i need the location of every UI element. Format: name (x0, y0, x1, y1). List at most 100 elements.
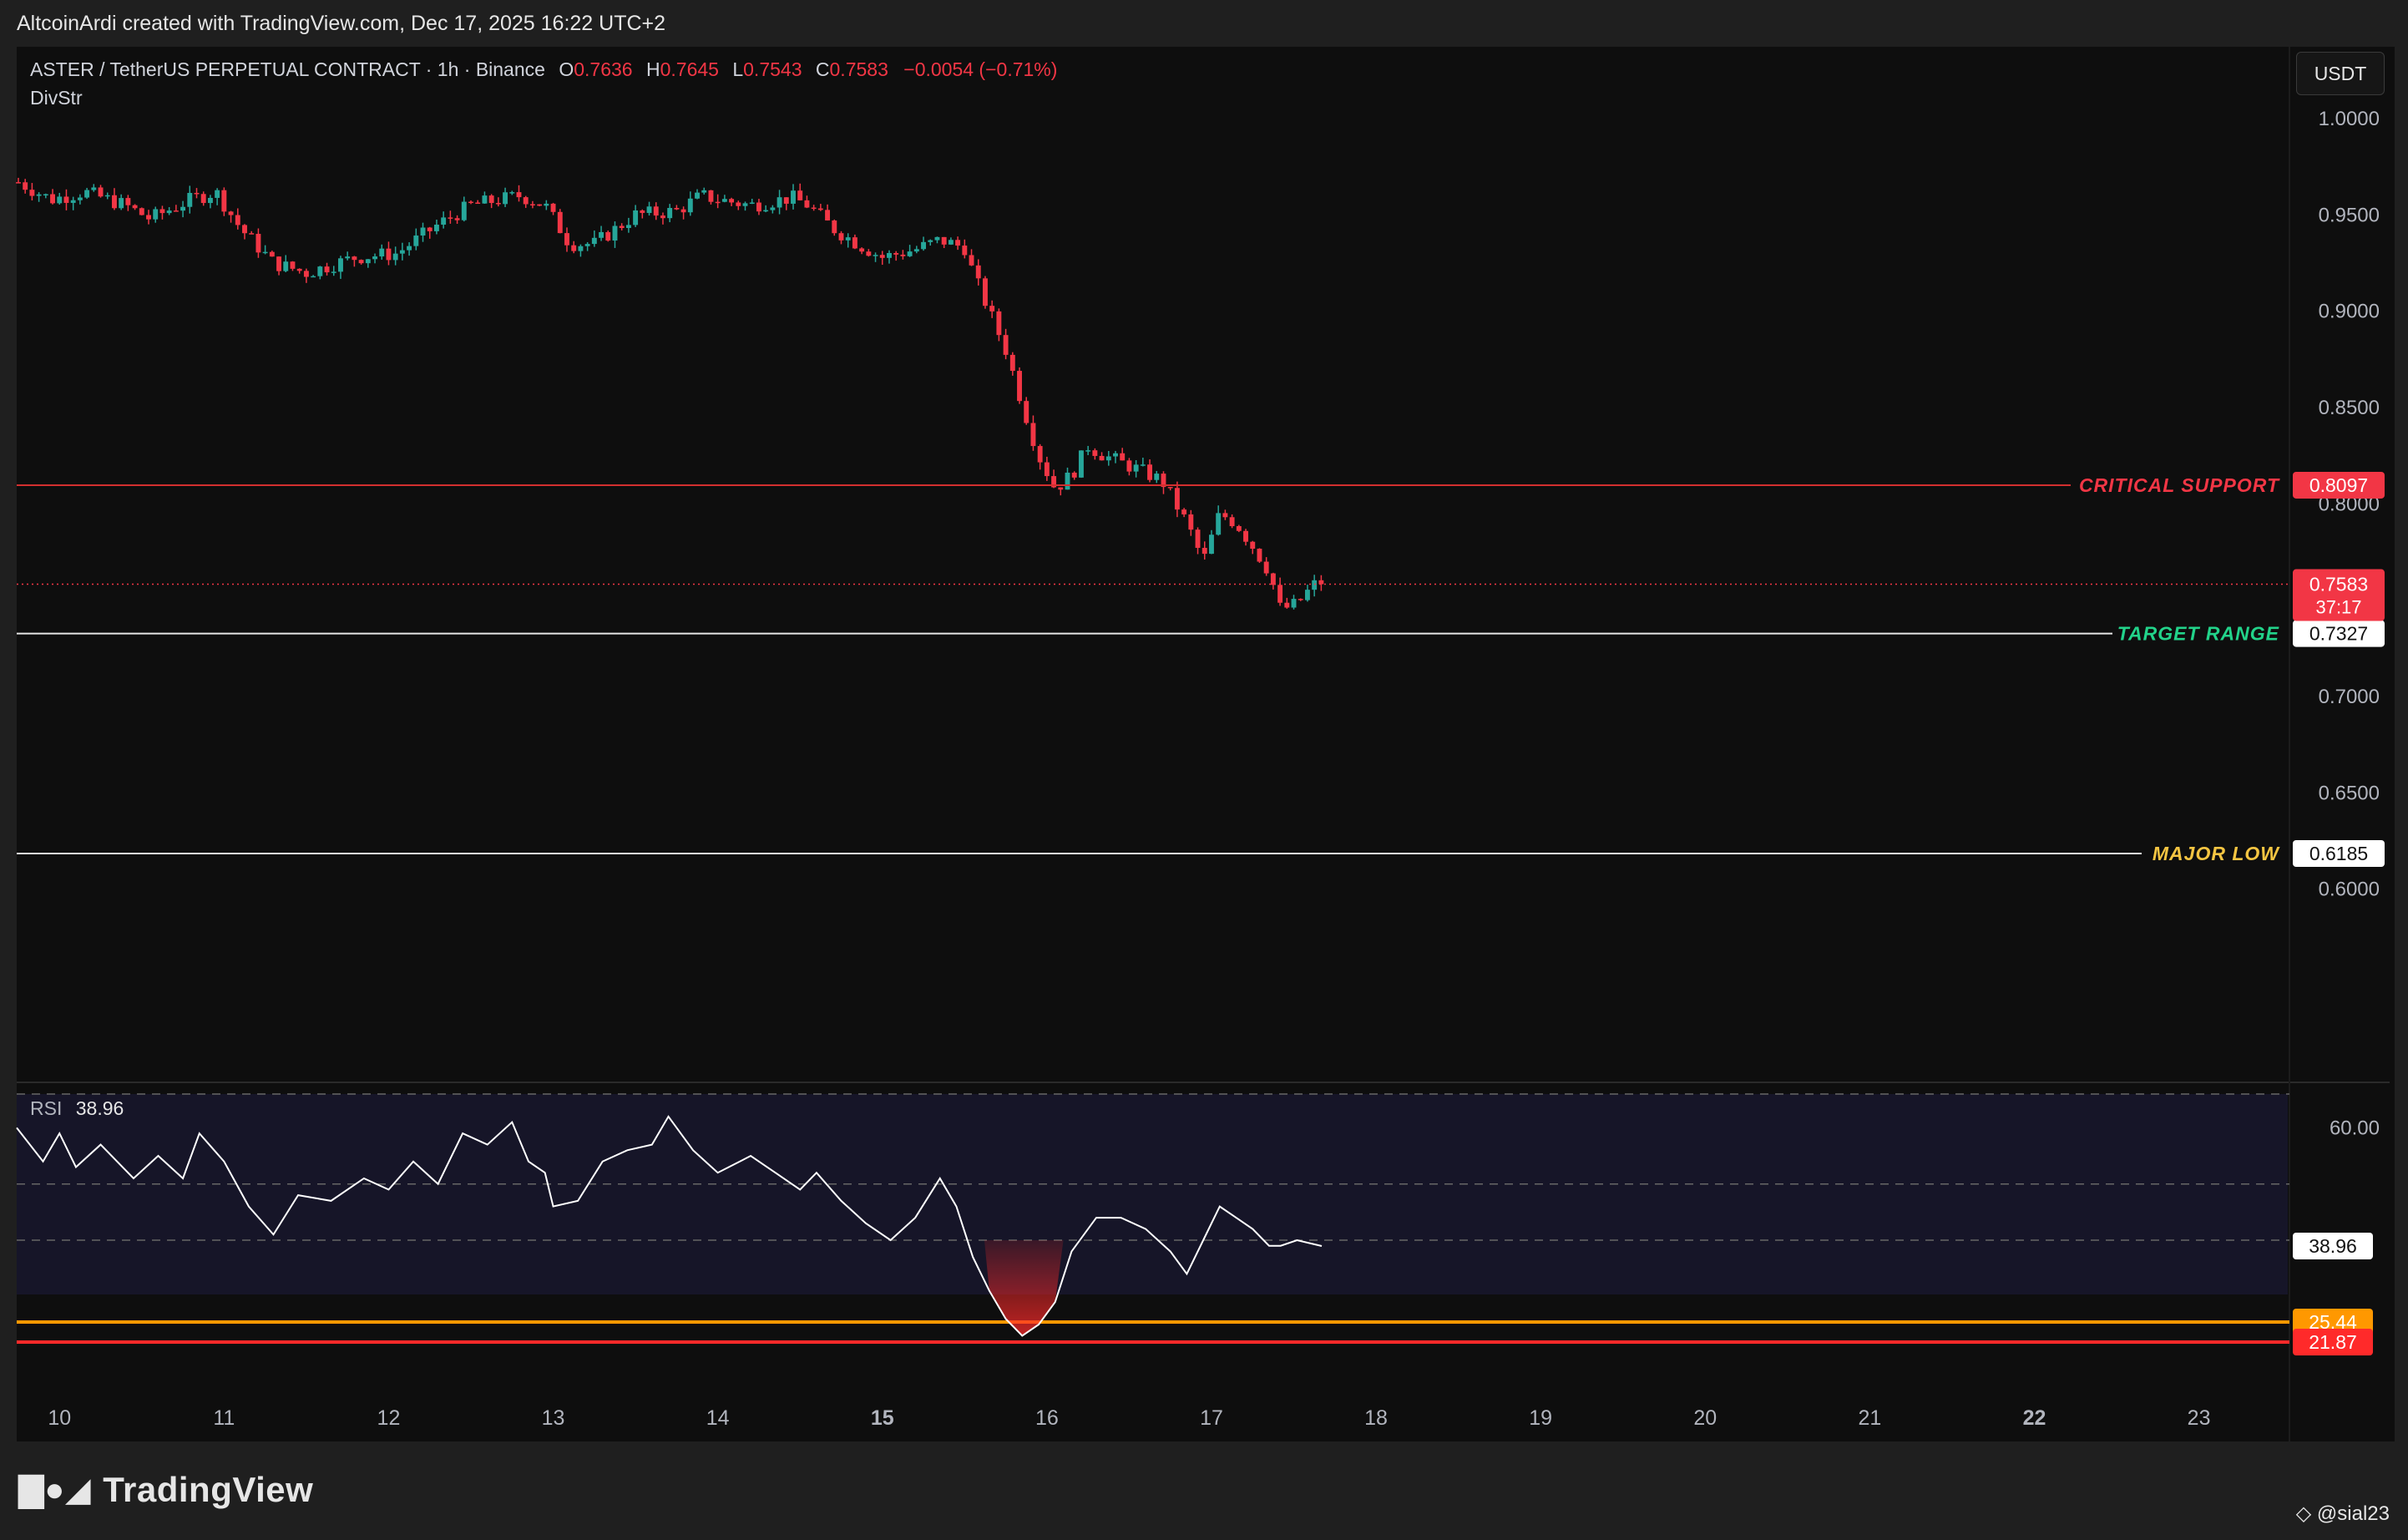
candle-body[interactable] (721, 199, 727, 202)
candle-body[interactable] (29, 190, 35, 196)
candle-body[interactable] (153, 209, 159, 220)
candle-body[interactable] (235, 215, 240, 225)
candle-body[interactable] (763, 210, 769, 212)
candle-body[interactable] (454, 218, 460, 220)
candle-body[interactable] (529, 204, 535, 205)
candle-body[interactable] (625, 225, 631, 228)
candle-body[interactable] (57, 196, 63, 204)
candle-body[interactable] (365, 259, 371, 264)
candle-body[interactable] (495, 203, 501, 205)
candle-body[interactable] (1181, 509, 1187, 514)
candle-body[interactable] (975, 265, 981, 279)
candle-body[interactable] (1216, 513, 1222, 535)
candle-body[interactable] (207, 197, 213, 204)
candle-body[interactable] (468, 201, 473, 204)
candle-body[interactable] (50, 194, 55, 204)
candle-body[interactable] (1126, 460, 1132, 472)
candle-body[interactable] (1003, 335, 1009, 355)
author-handle[interactable]: ◇ @sial23 (2296, 1502, 2390, 1526)
candle-body[interactable] (557, 211, 563, 234)
candle-body[interactable] (1113, 453, 1118, 457)
candle-body[interactable] (1201, 548, 1207, 555)
candle-body[interactable] (640, 210, 645, 213)
candle-body[interactable] (948, 240, 954, 245)
currency-button[interactable]: USDT (2296, 52, 2385, 95)
candle-body[interactable] (119, 198, 124, 209)
candle-body[interactable] (407, 246, 412, 251)
candle-body[interactable] (605, 231, 611, 241)
candle-body[interactable] (900, 254, 906, 256)
candle-body[interactable] (1092, 450, 1098, 456)
candle-body[interactable] (928, 240, 933, 242)
candle-body[interactable] (893, 252, 899, 255)
candle-body[interactable] (173, 210, 179, 212)
candle-body[interactable] (1154, 474, 1160, 480)
candle-body[interactable] (1051, 476, 1057, 488)
candle-body[interactable] (537, 204, 543, 206)
candle-body[interactable] (242, 225, 247, 234)
candle-body[interactable] (475, 202, 481, 205)
candle-body[interactable] (1229, 517, 1235, 526)
candle-body[interactable] (433, 225, 439, 231)
candle-body[interactable] (317, 266, 323, 276)
candle-body[interactable] (338, 258, 343, 272)
candle-body[interactable] (358, 260, 364, 264)
candle-body[interactable] (1250, 541, 1256, 550)
candle-body[interactable] (1044, 462, 1050, 477)
candle-body[interactable] (996, 311, 1002, 336)
candle-body[interactable] (852, 237, 857, 249)
candle-body[interactable] (523, 197, 529, 205)
candle-body[interactable] (1024, 401, 1029, 423)
candle-body[interactable] (1318, 580, 1324, 585)
candle-body[interactable] (1167, 487, 1173, 489)
candle-body[interactable] (941, 236, 947, 245)
candle-body[interactable] (1120, 453, 1126, 461)
candle-body[interactable] (311, 276, 316, 278)
candle-body[interactable] (125, 198, 131, 205)
candle-body[interactable] (269, 251, 275, 257)
candle-body[interactable] (633, 210, 639, 225)
candle-body[interactable] (962, 246, 968, 256)
candle-body[interactable] (352, 256, 357, 261)
candle-body[interactable] (599, 231, 605, 238)
candle-body[interactable] (982, 278, 988, 306)
candle-body[interactable] (345, 256, 351, 259)
candle-body[interactable] (934, 236, 940, 241)
candle-body[interactable] (1284, 602, 1290, 608)
candle-body[interactable] (1257, 549, 1262, 562)
candle-body[interactable] (544, 203, 549, 206)
candle-body[interactable] (729, 199, 735, 203)
candle-body[interactable] (687, 198, 693, 213)
tradingview-logo[interactable]: ▇●◢ TradingView (18, 1470, 313, 1510)
candle-body[interactable] (392, 253, 398, 261)
candle-body[interactable] (1009, 354, 1015, 372)
symbol-title[interactable]: ASTER / TetherUS PERPETUAL CONTRACT · 1h… (30, 58, 545, 80)
candle-body[interactable] (77, 197, 83, 200)
candle-body[interactable] (1222, 513, 1228, 518)
candle-body[interactable] (111, 195, 117, 209)
candle-body[interactable] (16, 182, 21, 184)
candle-body[interactable] (1078, 450, 1084, 478)
candle-body[interactable] (70, 200, 76, 203)
candle-body[interactable] (550, 203, 556, 212)
candle-body[interactable] (249, 233, 255, 235)
candle-body[interactable] (379, 248, 385, 257)
candle-body[interactable] (132, 205, 138, 209)
candle-body[interactable] (584, 244, 590, 246)
candle-body[interactable] (43, 194, 48, 196)
candle-body[interactable] (873, 255, 878, 256)
candle-body[interactable] (783, 197, 789, 204)
candle-body[interactable] (708, 190, 714, 202)
candle-body[interactable] (139, 208, 144, 215)
candle-body[interactable] (969, 255, 974, 266)
candle-body[interactable] (1188, 514, 1194, 530)
candle-body[interactable] (1133, 464, 1139, 472)
candle-body[interactable] (1105, 456, 1111, 461)
candle-body[interactable] (1030, 423, 1036, 447)
candle-body[interactable] (427, 227, 433, 231)
candle-body[interactable] (742, 203, 748, 206)
candle-body[interactable] (104, 195, 110, 197)
candle-body[interactable] (1017, 371, 1022, 402)
candle-body[interactable] (36, 194, 42, 196)
candle-body[interactable] (303, 271, 309, 277)
